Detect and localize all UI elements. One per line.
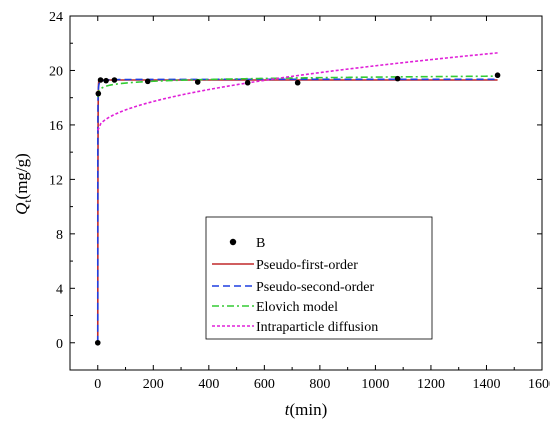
curve-elovich <box>97 75 498 98</box>
data-point <box>95 90 102 97</box>
y-tick-label: 24 <box>49 10 63 25</box>
y-axis-title-unit: (mg/g) <box>12 153 31 199</box>
data-point <box>97 77 104 83</box>
data-point <box>294 79 301 86</box>
data-point <box>394 75 401 82</box>
x-tick-label: 1400 <box>472 377 500 392</box>
legend-label-points: B <box>256 236 265 251</box>
x-tick-label: 800 <box>309 377 330 392</box>
curve-ipd <box>97 52 498 131</box>
data-point <box>494 72 501 79</box>
data-point <box>194 79 201 85</box>
x-tick-label: 1000 <box>361 377 389 392</box>
data-point <box>244 79 251 86</box>
legend: B Pseudo-first-order Pseudo-second-order… <box>205 216 433 340</box>
legend-label-pseudo-second-order: Pseudo-second-order <box>256 280 375 295</box>
x-axis-title: t(min) <box>285 400 328 419</box>
legend-label-elovich: Elovich model <box>256 300 338 315</box>
legend-label-intraparticle-diffusion: Intraparticle diffusion <box>256 320 378 335</box>
y-axis-title-sub: t <box>22 199 34 202</box>
data-point <box>94 339 101 346</box>
plot-frame <box>69 15 543 371</box>
legend-box <box>205 216 433 340</box>
legend-marker-points <box>229 238 237 246</box>
y-tick-label: 0 <box>56 337 63 352</box>
x-tick-label: 600 <box>254 377 275 392</box>
y-tick-label: 8 <box>56 228 63 243</box>
x-tick-label: 0 <box>94 377 101 392</box>
x-tick-label: 200 <box>143 377 164 392</box>
legend-label-pseudo-first-order: Pseudo-first-order <box>256 258 358 273</box>
data-points <box>94 72 501 346</box>
data-point <box>144 78 151 85</box>
x-axis-title-italic: t <box>285 400 291 419</box>
x-axis-title-unit: (min) <box>289 400 327 419</box>
y-tick-label: 20 <box>49 64 63 79</box>
data-point <box>111 77 118 83</box>
y-tick-label: 4 <box>56 282 63 297</box>
y-tick-label: 16 <box>49 119 63 134</box>
data-point <box>103 77 109 84</box>
y-axis-title: Qt(mg/g) <box>12 153 34 215</box>
y-axis-title-italic: Q <box>12 203 31 215</box>
x-tick-label: 400 <box>198 377 219 392</box>
y-tick-label: 12 <box>49 173 63 188</box>
x-tick-label: 1200 <box>417 377 445 392</box>
